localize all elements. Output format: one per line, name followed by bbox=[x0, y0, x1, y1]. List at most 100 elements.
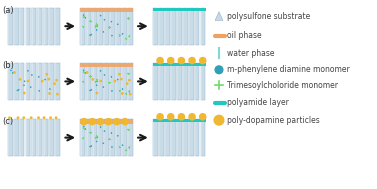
Polygon shape bbox=[92, 119, 93, 156]
Circle shape bbox=[104, 19, 105, 20]
Circle shape bbox=[85, 72, 86, 74]
Text: (c): (c) bbox=[2, 117, 13, 126]
Polygon shape bbox=[55, 63, 60, 100]
Circle shape bbox=[122, 119, 128, 125]
Circle shape bbox=[168, 57, 174, 64]
Polygon shape bbox=[153, 8, 158, 45]
Polygon shape bbox=[49, 63, 51, 100]
Circle shape bbox=[189, 114, 195, 120]
Polygon shape bbox=[92, 8, 97, 45]
Polygon shape bbox=[171, 119, 172, 156]
Polygon shape bbox=[122, 119, 127, 156]
Circle shape bbox=[91, 89, 92, 90]
Text: polyamide layer: polyamide layer bbox=[227, 98, 289, 107]
Circle shape bbox=[100, 15, 101, 16]
Polygon shape bbox=[43, 63, 48, 100]
Text: (b): (b) bbox=[2, 61, 14, 70]
Bar bbox=[153, 63, 206, 66]
Circle shape bbox=[14, 72, 15, 73]
Polygon shape bbox=[110, 8, 115, 45]
Polygon shape bbox=[8, 8, 13, 45]
Text: poly-dopamine particles: poly-dopamine particles bbox=[227, 116, 319, 125]
Polygon shape bbox=[55, 8, 57, 45]
Polygon shape bbox=[98, 63, 103, 100]
Polygon shape bbox=[159, 8, 164, 45]
Polygon shape bbox=[43, 8, 44, 45]
Circle shape bbox=[48, 78, 49, 80]
Polygon shape bbox=[55, 119, 60, 156]
Circle shape bbox=[24, 81, 25, 82]
Circle shape bbox=[38, 76, 39, 77]
Circle shape bbox=[114, 119, 120, 125]
Polygon shape bbox=[128, 119, 133, 156]
Polygon shape bbox=[14, 63, 15, 100]
Polygon shape bbox=[86, 8, 87, 45]
Polygon shape bbox=[32, 8, 33, 45]
Circle shape bbox=[91, 145, 92, 146]
Circle shape bbox=[91, 34, 92, 35]
Polygon shape bbox=[177, 63, 182, 100]
Polygon shape bbox=[86, 119, 87, 156]
Polygon shape bbox=[8, 119, 13, 156]
Polygon shape bbox=[80, 63, 85, 100]
Polygon shape bbox=[183, 119, 184, 156]
Polygon shape bbox=[98, 8, 103, 45]
Polygon shape bbox=[116, 119, 121, 156]
Polygon shape bbox=[8, 63, 13, 100]
Polygon shape bbox=[110, 8, 111, 45]
Polygon shape bbox=[195, 63, 199, 100]
Polygon shape bbox=[128, 8, 129, 45]
Polygon shape bbox=[195, 119, 196, 156]
Circle shape bbox=[122, 33, 123, 34]
Polygon shape bbox=[49, 63, 54, 100]
Polygon shape bbox=[177, 119, 178, 156]
Circle shape bbox=[43, 117, 45, 119]
Circle shape bbox=[10, 70, 12, 71]
Polygon shape bbox=[171, 63, 176, 100]
Polygon shape bbox=[20, 63, 21, 100]
Polygon shape bbox=[14, 119, 15, 156]
Polygon shape bbox=[98, 8, 100, 45]
Circle shape bbox=[27, 70, 29, 71]
Circle shape bbox=[89, 146, 91, 147]
Polygon shape bbox=[122, 63, 127, 100]
Polygon shape bbox=[37, 63, 38, 100]
Bar bbox=[153, 8, 206, 11]
Circle shape bbox=[122, 88, 123, 90]
Polygon shape bbox=[188, 63, 190, 100]
Polygon shape bbox=[215, 12, 223, 20]
Circle shape bbox=[111, 76, 112, 77]
Polygon shape bbox=[153, 119, 158, 156]
Circle shape bbox=[38, 117, 39, 119]
Circle shape bbox=[111, 35, 113, 36]
Polygon shape bbox=[55, 63, 57, 100]
Circle shape bbox=[17, 90, 18, 91]
Circle shape bbox=[106, 119, 112, 125]
Polygon shape bbox=[153, 119, 154, 156]
Polygon shape bbox=[104, 8, 106, 45]
Circle shape bbox=[54, 83, 55, 84]
Polygon shape bbox=[153, 8, 154, 45]
Polygon shape bbox=[37, 119, 42, 156]
Polygon shape bbox=[20, 119, 25, 156]
Bar bbox=[80, 63, 133, 67]
Circle shape bbox=[83, 70, 84, 71]
Bar bbox=[80, 119, 133, 124]
Circle shape bbox=[19, 79, 21, 80]
Circle shape bbox=[117, 24, 118, 25]
Polygon shape bbox=[165, 8, 166, 45]
Polygon shape bbox=[8, 63, 9, 100]
Polygon shape bbox=[20, 63, 25, 100]
Circle shape bbox=[89, 35, 91, 36]
Polygon shape bbox=[86, 63, 91, 100]
Circle shape bbox=[119, 74, 120, 75]
Polygon shape bbox=[86, 63, 87, 100]
Circle shape bbox=[103, 87, 104, 88]
Circle shape bbox=[96, 85, 97, 86]
Polygon shape bbox=[159, 8, 160, 45]
Polygon shape bbox=[37, 8, 38, 45]
Polygon shape bbox=[128, 63, 133, 100]
Polygon shape bbox=[128, 8, 133, 45]
Circle shape bbox=[23, 117, 25, 119]
Polygon shape bbox=[201, 119, 202, 156]
